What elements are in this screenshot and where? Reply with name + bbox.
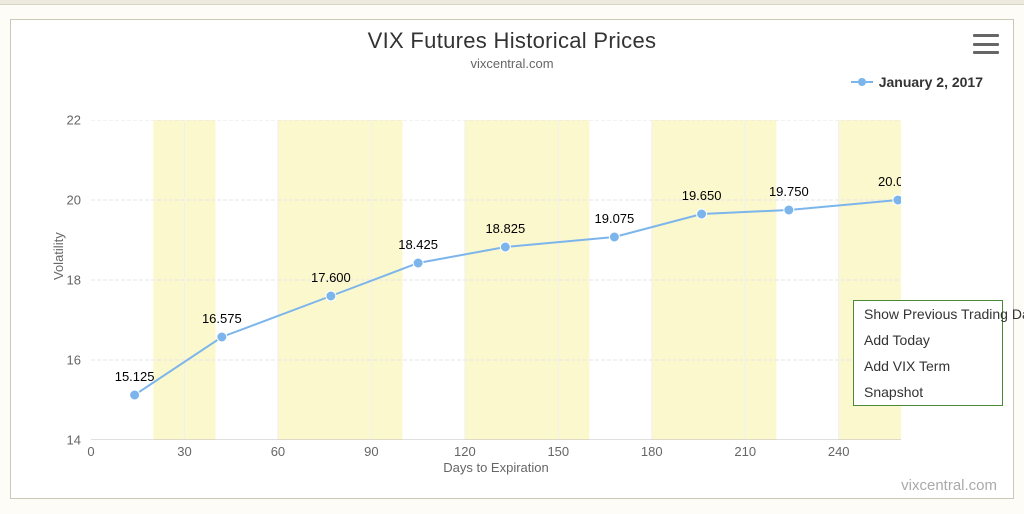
y-tick-label: 22 bbox=[11, 113, 81, 128]
x-tick-label: 30 bbox=[177, 444, 191, 459]
x-tick-label: 180 bbox=[641, 444, 663, 459]
chart-menu-icon[interactable] bbox=[973, 34, 999, 54]
x-tick-label: 120 bbox=[454, 444, 476, 459]
legend[interactable]: January 2, 2017 bbox=[851, 74, 983, 90]
context-menu-item[interactable]: Show Previous Trading Day bbox=[854, 301, 1002, 327]
plot-area: 15.125 16.575 17.600 18.425 18.825 19.075 19.6… bbox=[91, 120, 901, 440]
data-label: 18.425 bbox=[398, 237, 438, 252]
data-point[interactable] bbox=[413, 258, 423, 268]
y-tick-label: 20 bbox=[11, 193, 81, 208]
data-point[interactable] bbox=[697, 209, 707, 219]
data-label: 16.575 bbox=[202, 311, 242, 326]
data-label: 19.075 bbox=[595, 211, 635, 226]
x-axis-label: Days to Expiration bbox=[91, 460, 901, 475]
data-point[interactable] bbox=[326, 291, 336, 301]
data-point[interactable] bbox=[609, 232, 619, 242]
context-menu: Show Previous Trading DayAdd TodayAdd VI… bbox=[853, 300, 1003, 406]
y-tick-label: 18 bbox=[11, 273, 81, 288]
context-menu-item[interactable]: Add VIX Term bbox=[854, 353, 1002, 379]
x-tick-label: 0 bbox=[87, 444, 94, 459]
legend-swatch-icon bbox=[851, 78, 873, 86]
chart-subtitle: vixcentral.com bbox=[11, 56, 1013, 71]
y-tick-label: 16 bbox=[11, 353, 81, 368]
y-tick-label: 14 bbox=[11, 433, 81, 448]
chart-title: VIX Futures Historical Prices bbox=[11, 28, 1013, 54]
chart-svg: 15.125 16.575 17.600 18.425 18.825 19.075 19.6… bbox=[91, 120, 901, 440]
x-tick-label: 90 bbox=[364, 444, 378, 459]
data-point[interactable] bbox=[130, 390, 140, 400]
data-label: 20.000 bbox=[878, 174, 901, 189]
data-label: 19.650 bbox=[682, 188, 722, 203]
x-tick-label: 210 bbox=[734, 444, 756, 459]
x-tick-label: 150 bbox=[547, 444, 569, 459]
chart-container: VIX Futures Historical Prices vixcentral… bbox=[10, 19, 1014, 499]
x-tick-label: 240 bbox=[828, 444, 850, 459]
context-menu-item[interactable]: Add Today bbox=[854, 327, 1002, 353]
data-point[interactable] bbox=[217, 332, 227, 342]
data-point[interactable] bbox=[500, 242, 510, 252]
x-tick-label: 60 bbox=[271, 444, 285, 459]
data-point[interactable] bbox=[784, 205, 794, 215]
data-label: 17.600 bbox=[311, 270, 351, 285]
context-menu-item[interactable]: Snapshot bbox=[854, 379, 1002, 405]
data-point[interactable] bbox=[893, 195, 901, 205]
data-label: 15.125 bbox=[115, 369, 155, 384]
legend-label: January 2, 2017 bbox=[879, 74, 983, 90]
data-label: 19.750 bbox=[769, 184, 809, 199]
page-top-border bbox=[0, 0, 1024, 5]
data-label: 18.825 bbox=[485, 221, 525, 236]
watermark: vixcentral.com bbox=[901, 477, 997, 494]
